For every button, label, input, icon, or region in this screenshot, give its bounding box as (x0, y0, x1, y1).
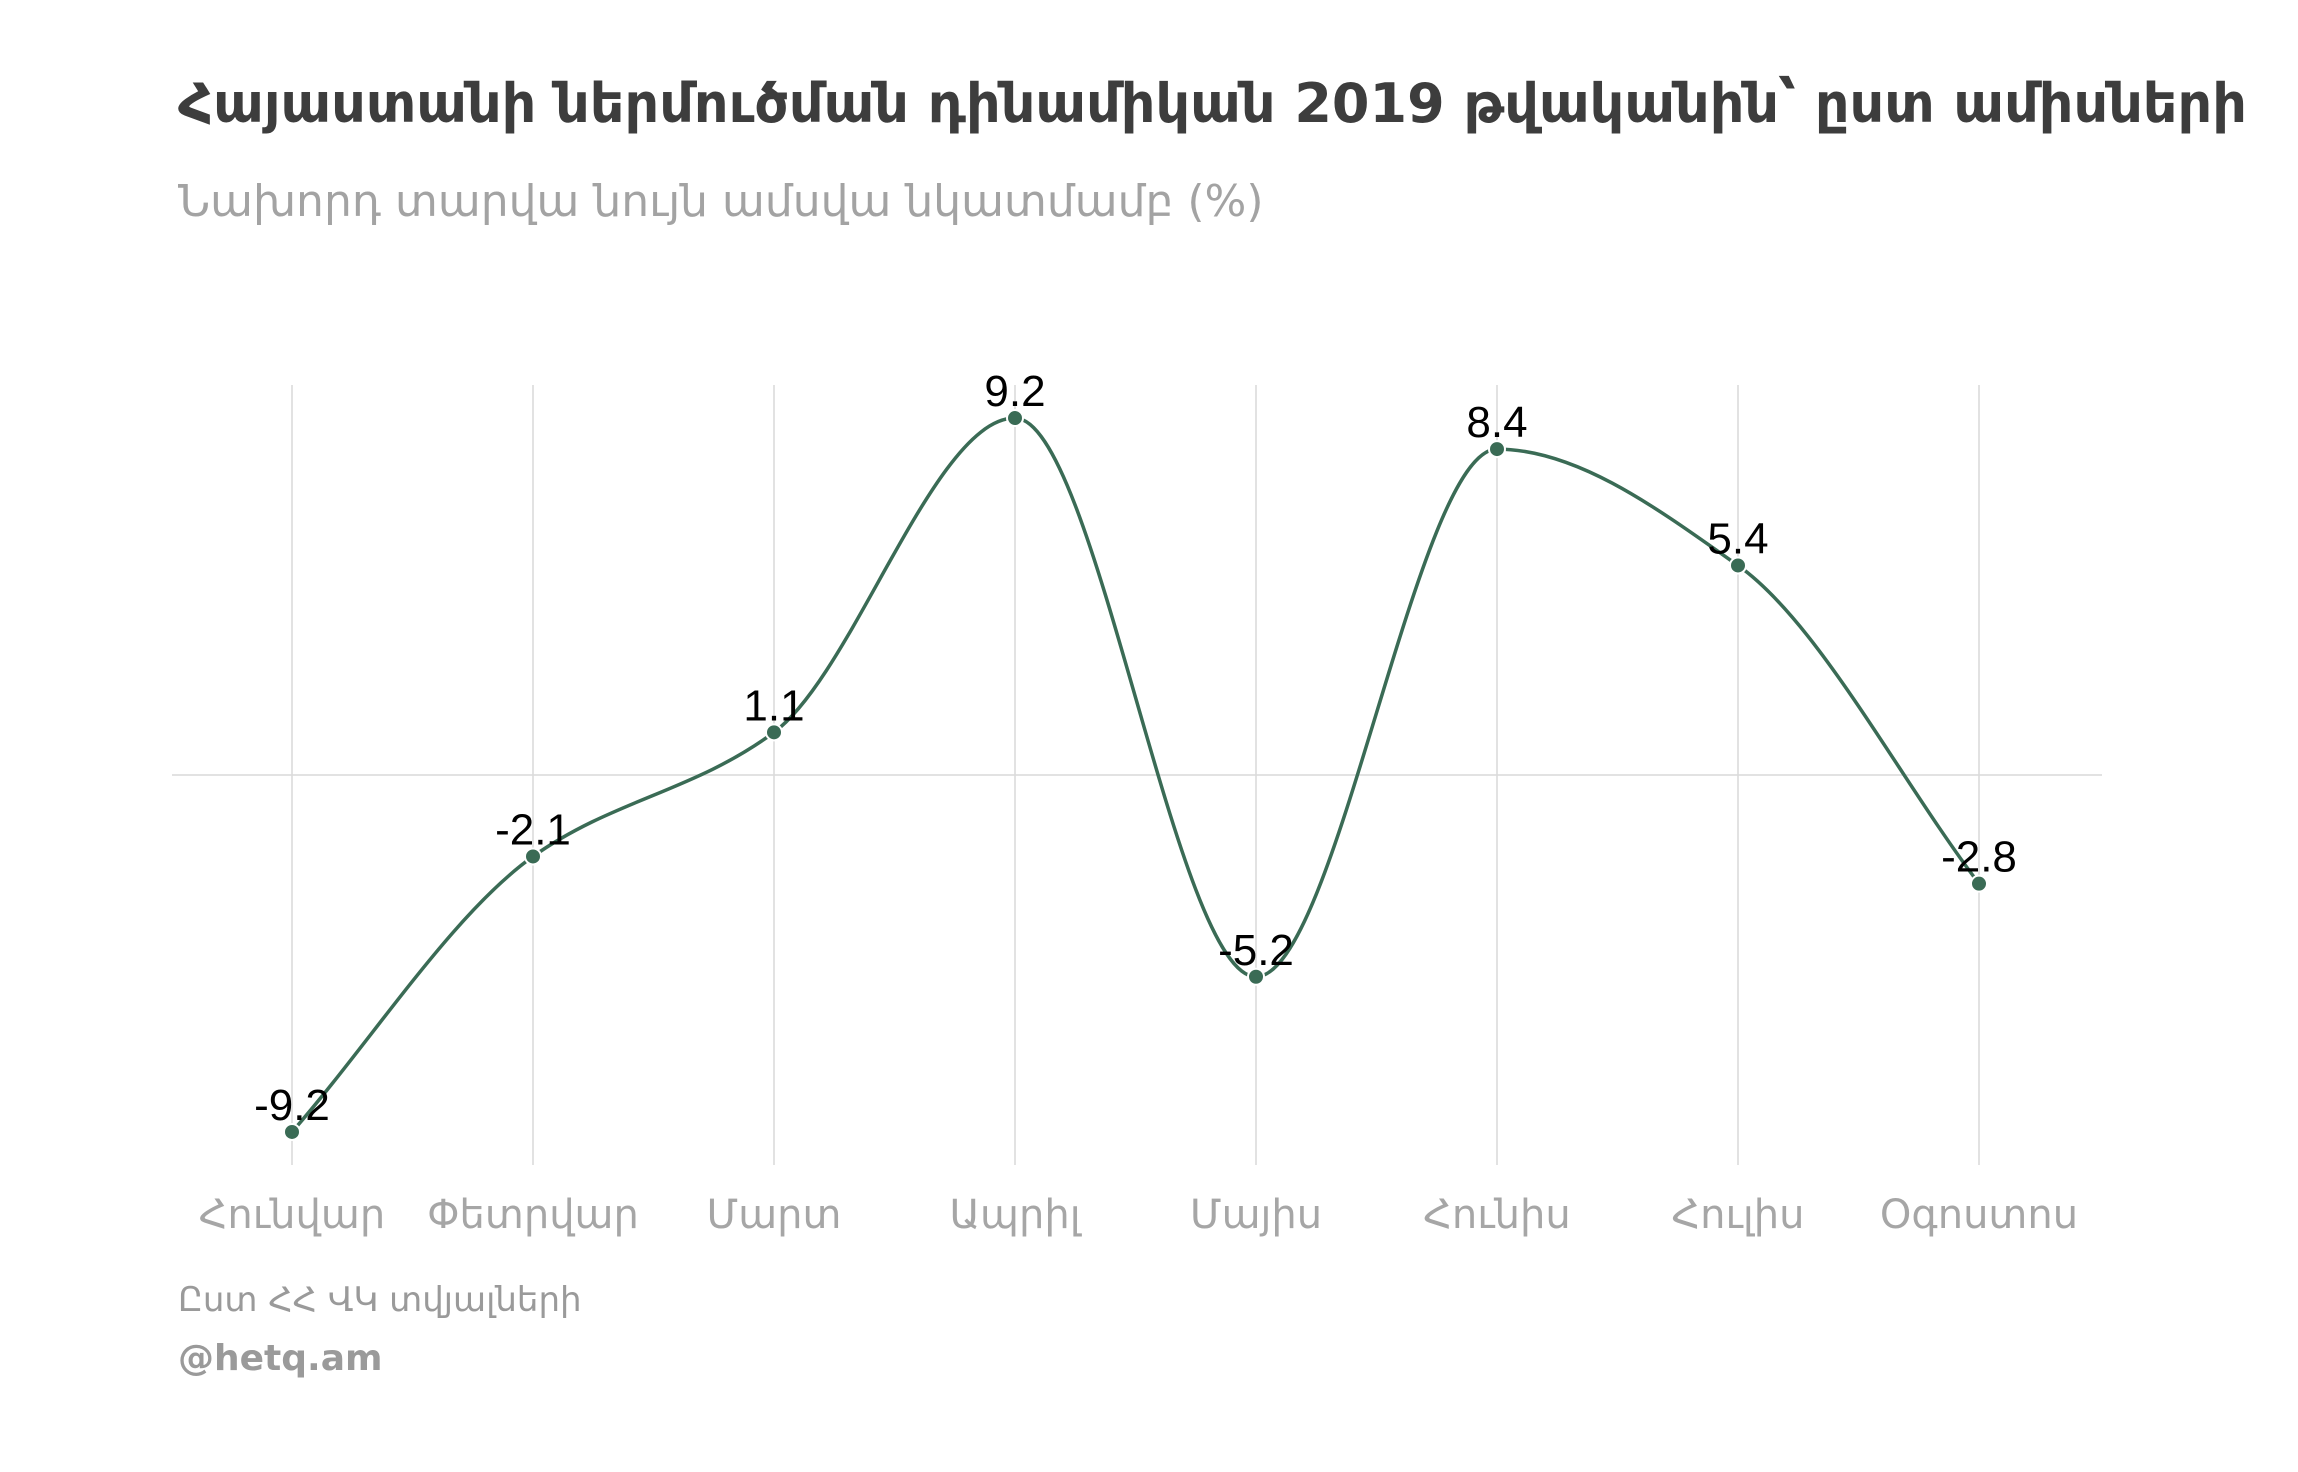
data-label: -2.8 (1941, 833, 2017, 882)
footer-source: Ըստ ՀՀ ՎԿ տվյալների (178, 1280, 582, 1320)
data-point (1247, 967, 1265, 986)
chart-title: Հայաստանի ներմուծման դինամիկան 2019 թվակ… (178, 72, 2247, 135)
x-tick-label: Մարտ (707, 1192, 842, 1238)
data-point (283, 1122, 301, 1141)
data-label: -2.1 (495, 805, 571, 854)
data-labels: -9.2 -2.1 1.1 9.2 -5.2 8.4 5.4 -2.8 (254, 367, 2017, 1130)
data-label: -5.2 (1218, 926, 1294, 975)
x-tick-label: Հունվար (199, 1192, 385, 1238)
data-label: 5.4 (1707, 514, 1768, 563)
data-point (1729, 556, 1747, 575)
x-tick-label: Հունիս (1423, 1192, 1570, 1238)
data-point (1006, 409, 1024, 428)
data-label: 8.4 (1466, 398, 1527, 447)
footer-credit: @hetq.am (178, 1338, 383, 1379)
data-point (1488, 440, 1506, 459)
grid-lines (172, 385, 2102, 1165)
x-tick-label: Մայիս (1190, 1192, 1322, 1238)
x-tick-label: Հուլիս (1672, 1192, 1805, 1238)
data-point (1970, 874, 1988, 893)
data-point (765, 723, 783, 742)
data-label: 9.2 (984, 367, 1045, 416)
series-line (290, 416, 1981, 1134)
chart-subtitle: Նախորդ տարվա նույն ամսվա նկատմամբ (%) (178, 176, 1264, 227)
data-point (524, 847, 542, 866)
x-tick-label: Ապրիլ (949, 1192, 1082, 1238)
x-tick-label: Օգոստոս (1880, 1192, 2078, 1238)
data-points (283, 409, 1988, 1141)
data-label: -9.2 (254, 1081, 330, 1130)
x-axis-tick-labels: Հունվար Փետրվար Մարտ Ապրիլ Մայիս Հունիս Հուլիս… (199, 1192, 2078, 1238)
data-label: 1.1 (743, 681, 804, 730)
x-tick-label: Փետրվար (427, 1192, 639, 1238)
